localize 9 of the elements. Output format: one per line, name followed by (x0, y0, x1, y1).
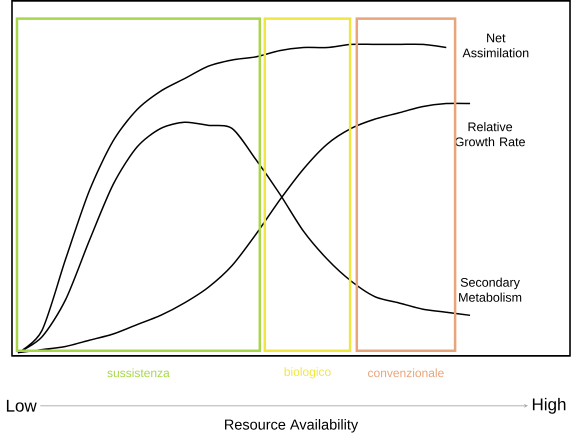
x-axis-title: Resource Availability (225, 419, 358, 433)
series-label: Secondary Metabolism (459, 278, 522, 302)
series-label: Net Assimilation (462, 34, 528, 58)
text: biologico (284, 367, 331, 378)
text: convenzionale (368, 368, 444, 378)
text: sussistenza (107, 368, 170, 378)
text: High (532, 398, 566, 414)
text: Low (6, 400, 37, 412)
series-label: Relative Growth Rate (455, 122, 525, 146)
